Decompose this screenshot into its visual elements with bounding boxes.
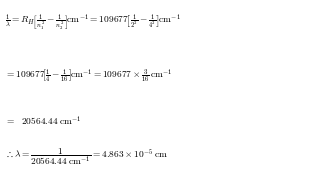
Text: $= 109677\!\left[\frac{1}{4} - \frac{1}{16}\right]\!\mathrm{cm}^{-1} = 109677 \t: $= 109677\!\left[\frac{1}{4} - \frac{1}{… [5,68,172,84]
Text: $\therefore \lambda = \dfrac{1}{20564.44\;\mathrm{cm}^{-1}} = 4.863\times10^{-5}: $\therefore \lambda = \dfrac{1}{20564.44… [5,146,168,167]
Text: $\frac{1}{\lambda} = R_H\!\left[\frac{1}{n_1^{\,2}} - \frac{1}{n_2^{\,2}}\right]: $\frac{1}{\lambda} = R_H\!\left[\frac{1}… [5,12,180,32]
Text: $= \ \ 20564.44\;\mathrm{cm}^{-1}$: $= \ \ 20564.44\;\mathrm{cm}^{-1}$ [5,115,81,128]
